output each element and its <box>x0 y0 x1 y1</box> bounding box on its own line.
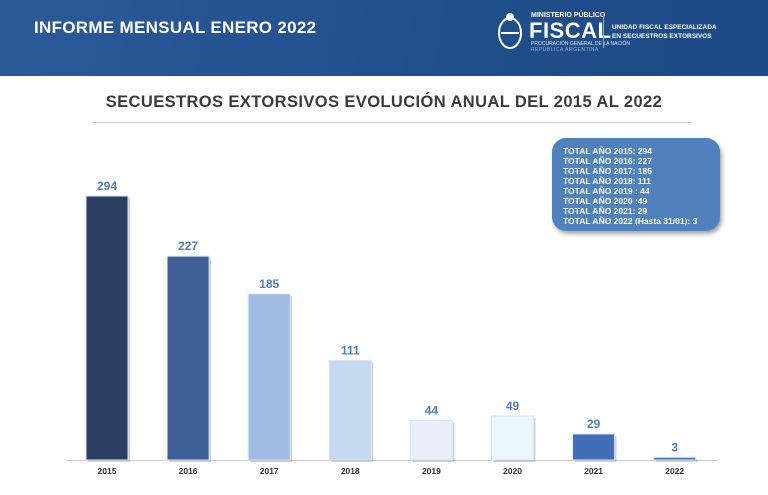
bar-2020 <box>491 415 534 461</box>
title-divider <box>92 122 692 123</box>
x-tick-label: 2022 <box>665 466 684 476</box>
summary-line: TOTAL AÑO 2015: 294 <box>563 146 652 156</box>
summary-line: TOTAL AÑO 2021: 29 <box>563 206 648 216</box>
data-label: 44 <box>425 403 439 417</box>
logo-republica: REPÚBLICA ARGENTINA <box>531 47 599 53</box>
summary-line: TOTAL AÑO 2018: 111 <box>563 176 652 186</box>
logo-ministerio: MINISTERIO PÚBLICO <box>531 12 606 19</box>
bar-2019 <box>409 419 453 461</box>
bar-2015 <box>85 195 129 461</box>
data-label: 185 <box>259 277 279 291</box>
logo-procuracion: PROCURACIÓN GENERAL DE LA NACIÓN <box>531 41 631 47</box>
x-tick-label: 2016 <box>179 466 198 476</box>
bar-shadow <box>655 459 698 462</box>
report-title: INFORME MENSUAL ENERO 2022 <box>34 18 317 37</box>
bar-2022 <box>653 456 697 461</box>
unit-line-1: UNIDAD FISCAL ESPECIALIZADA <box>612 24 717 31</box>
data-label: 294 <box>97 179 117 193</box>
x-tick-label: 2018 <box>341 466 360 476</box>
x-tick-label: 2020 <box>503 466 522 476</box>
summary-line: TOTAL AÑO 2022 (Hasta 31/01): 3 <box>563 216 698 226</box>
logo-fiscal: FISCAL <box>529 18 612 43</box>
coat-of-arms-logo <box>498 13 522 49</box>
bar-2016 <box>166 255 210 461</box>
data-label: 49 <box>506 399 520 413</box>
summary-line: TOTAL AÑO 2019 : 44 <box>563 186 650 196</box>
summary-box: TOTAL AÑO 2015: 294 TOTAL AÑO 2016: 227 TO… <box>552 138 720 231</box>
bar-2021 <box>572 433 616 461</box>
data-label: 111 <box>341 343 360 357</box>
summary-line: TOTAL AÑO 2020 :49 <box>563 196 648 206</box>
summary-line: TOTAL AÑO 2016: 227 <box>563 156 652 166</box>
x-tick-label: 2019 <box>422 466 441 476</box>
bar-2018 <box>328 359 372 461</box>
bar-2017 <box>247 293 291 461</box>
x-tick-label: 2017 <box>260 466 279 476</box>
x-tick-label: 2015 <box>98 466 117 476</box>
data-label: 29 <box>587 417 601 431</box>
header-banner: INFORME MENSUAL ENERO 2022 MINISTERIO PÚ… <box>0 0 768 76</box>
unit-name: UNIDAD FISCAL ESPECIALIZADA EN SECUESTROS… <box>612 23 717 41</box>
logo-divider <box>603 14 604 48</box>
x-tick-label: 2021 <box>584 466 603 476</box>
summary-line: TOTAL AÑO 2017: 185 <box>563 166 652 176</box>
unit-line-2: EN SECUESTROS EXTORSIVOS <box>612 33 712 40</box>
chart-title: SECUESTROS EXTORSIVOS EVOLUCIÓN ANUAL DE… <box>105 93 663 111</box>
data-label: 3 <box>671 440 678 454</box>
data-label: 227 <box>178 239 198 253</box>
